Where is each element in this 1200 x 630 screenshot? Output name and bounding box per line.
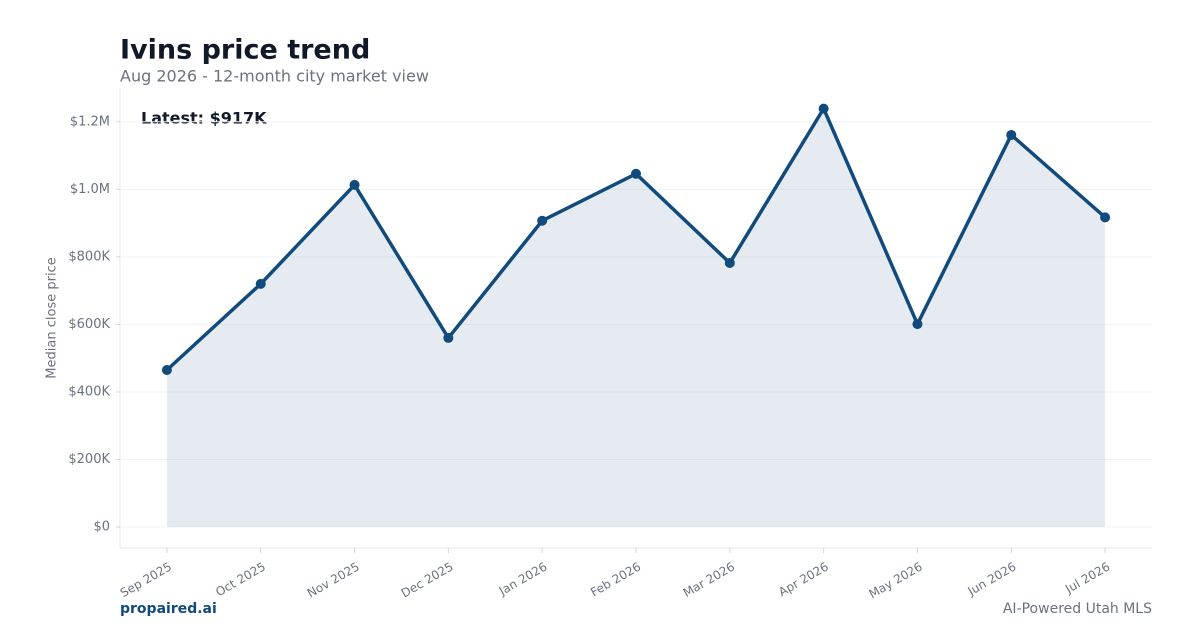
point bbox=[631, 168, 641, 179]
chart-subtitle: Aug 2026 - 12-month city market view bbox=[120, 67, 429, 86]
y-tick-label: $800K bbox=[68, 249, 110, 264]
area bbox=[166, 108, 1106, 528]
point bbox=[724, 257, 735, 268]
y-tick-label: $1.2M bbox=[70, 114, 110, 129]
point bbox=[1006, 129, 1017, 140]
y-tick-label: $0 bbox=[93, 520, 110, 535]
footer-brand: propaired.ai bbox=[120, 601, 217, 617]
annotation: Latest: $917K bbox=[141, 109, 267, 128]
point bbox=[255, 278, 266, 289]
point bbox=[161, 365, 172, 376]
footer-tagline: AI-Powered Utah MLS bbox=[1003, 601, 1152, 617]
point bbox=[537, 215, 548, 226]
y-tick-label: $400K bbox=[68, 384, 110, 399]
y-tick-label: $200K bbox=[68, 452, 110, 467]
point bbox=[912, 319, 923, 330]
chart-title: Ivins price trend bbox=[120, 35, 370, 66]
point bbox=[818, 103, 829, 114]
point bbox=[443, 332, 454, 343]
point bbox=[1100, 212, 1111, 223]
y-axis-label: Median close price bbox=[45, 257, 60, 378]
y-tick-label: $600K bbox=[68, 317, 110, 332]
y-tick-label: $1.0M bbox=[70, 182, 110, 197]
point bbox=[349, 179, 360, 190]
